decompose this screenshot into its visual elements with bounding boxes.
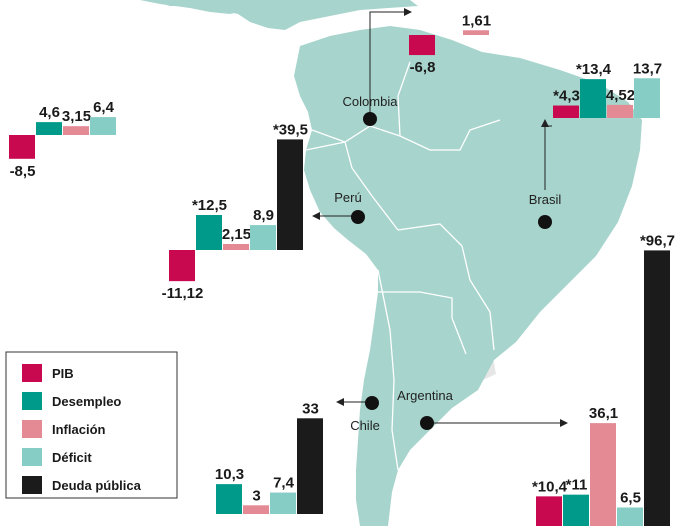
chart-1-desempleo-bar bbox=[36, 122, 62, 135]
legend-label-pib: PIB bbox=[52, 366, 74, 381]
argentina-deuda-publica-bar bbox=[644, 250, 670, 526]
argentina-pin bbox=[420, 416, 434, 430]
peru-label: Perú bbox=[334, 190, 361, 205]
legend-swatch-pib bbox=[22, 364, 42, 382]
chart-1-desempleo-value-label: 4,6 bbox=[39, 104, 60, 121]
brasil-inflacion-value-label: 4,52 bbox=[606, 87, 635, 104]
chart-1-inflacion-bar bbox=[63, 126, 89, 135]
legend-swatch-inflacion bbox=[22, 420, 42, 438]
legend-swatch-deficit bbox=[22, 448, 42, 466]
colombia-pib-bar bbox=[409, 35, 435, 56]
chile-label: Chile bbox=[350, 418, 380, 433]
peru-pin bbox=[351, 210, 365, 224]
brasil-deficit-bar bbox=[634, 78, 660, 118]
chile-inflacion-value-label: 3 bbox=[252, 487, 260, 504]
connector-arrowheads bbox=[312, 8, 568, 427]
colombia-arrowhead bbox=[404, 8, 412, 16]
argentina-desempleo-bar bbox=[563, 494, 589, 526]
colombia-inflacion-bar bbox=[463, 30, 489, 35]
chile-deficit-value-label: 7,4 bbox=[273, 475, 295, 492]
argentina-arrowhead bbox=[560, 419, 568, 427]
argentina-inflacion-value-label: 36,1 bbox=[589, 405, 618, 422]
legend: PIB Desempleo Inflación Déficit Deuda pú… bbox=[5, 351, 178, 499]
brasil-inflacion-bar bbox=[607, 104, 633, 118]
peru-arrowhead bbox=[312, 212, 320, 220]
argentina-pib-bar bbox=[536, 496, 562, 526]
legend-label-inflacion: Inflación bbox=[52, 422, 106, 437]
brasil-deficit-value-label: 13,7 bbox=[633, 60, 662, 77]
chart-1-inflacion-value-label: 3,15 bbox=[62, 108, 91, 125]
argentina-label: Argentina bbox=[397, 388, 453, 403]
colombia-connector bbox=[369, 11, 404, 118]
argentina-deficit-bar bbox=[617, 507, 643, 526]
colombia-pin bbox=[363, 112, 377, 126]
peru-deuda-publica-bar bbox=[277, 139, 303, 250]
chile-desempleo-value-label: 10,3 bbox=[215, 466, 244, 483]
brasil-desempleo-bar bbox=[580, 79, 606, 118]
chart-1-pib-bar bbox=[9, 135, 35, 159]
peru-pib-value-label: -11,12 bbox=[162, 285, 204, 302]
chart-1-pib-value-label: -8,5 bbox=[10, 163, 36, 180]
chile-inflacion-bar bbox=[243, 505, 269, 514]
peru-inflacion-value-label: 2,15 bbox=[222, 226, 251, 243]
peru-desempleo-bar bbox=[196, 215, 222, 250]
colombia-pib-value-label: -6,8 bbox=[410, 59, 436, 76]
country-borders bbox=[305, 61, 501, 471]
chart-1-deficit-value-label: 6,4 bbox=[93, 99, 115, 116]
chile-desempleo-bar bbox=[216, 484, 242, 514]
argentina-inflacion-bar bbox=[590, 423, 616, 526]
peru-deficit-bar bbox=[250, 225, 276, 250]
peru-deficit-value-label: 8,9 bbox=[253, 207, 274, 224]
peru-deuda-publica-value-label: *39,5 bbox=[273, 121, 308, 138]
argentina-deficit-value-label: 6,5 bbox=[620, 489, 641, 506]
chile-deficit-bar bbox=[270, 492, 296, 514]
argentina-pib-value-label: *10,4 bbox=[532, 478, 568, 495]
brasil-pin bbox=[538, 215, 552, 229]
peru-desempleo-value-label: *12,5 bbox=[192, 197, 227, 214]
argentina-deuda-publica-value-label: *96,7 bbox=[640, 232, 675, 249]
peru-pib-bar bbox=[169, 250, 195, 282]
brasil-arrowhead bbox=[541, 119, 549, 127]
legend-swatch-desempleo bbox=[22, 392, 42, 410]
legend-label-desempleo: Desempleo bbox=[52, 394, 121, 409]
colombia-inflacion-value-label: 1,61 bbox=[462, 12, 491, 29]
brasil-pib-bar bbox=[553, 105, 579, 118]
legend-swatch-deuda bbox=[22, 476, 42, 494]
brasil-label: Brasil bbox=[529, 192, 562, 207]
legend-label-deficit: Déficit bbox=[52, 450, 92, 465]
peru-inflacion-bar bbox=[223, 243, 249, 250]
chile-pin bbox=[365, 396, 379, 410]
brasil-desempleo-value-label: *13,4 bbox=[576, 61, 612, 78]
chile-deuda-publica-value-label: 33 bbox=[302, 400, 319, 417]
south-america-landmass bbox=[294, 26, 642, 526]
colombia-label: Colombia bbox=[343, 94, 399, 109]
legend-label-deuda: Deuda pública bbox=[52, 478, 142, 493]
bar-charts: -8,5 4,6 3,156,4 -6,8 1,61 *4,3 *13,4 4,52 13,7 -… bbox=[9, 12, 675, 526]
argentina-desempleo-value-label: *11 bbox=[566, 477, 588, 494]
brasil-pib-value-label: *4,3 bbox=[553, 88, 580, 105]
chile-deuda-publica-bar bbox=[297, 418, 323, 514]
country-pins: Colombia Perú Brasil Chile Argentina bbox=[334, 94, 561, 433]
south-america-map bbox=[140, 0, 642, 526]
chile-arrowhead bbox=[336, 398, 344, 406]
mexico-landmass bbox=[140, 0, 260, 14]
chart-1-deficit-bar bbox=[90, 117, 116, 135]
